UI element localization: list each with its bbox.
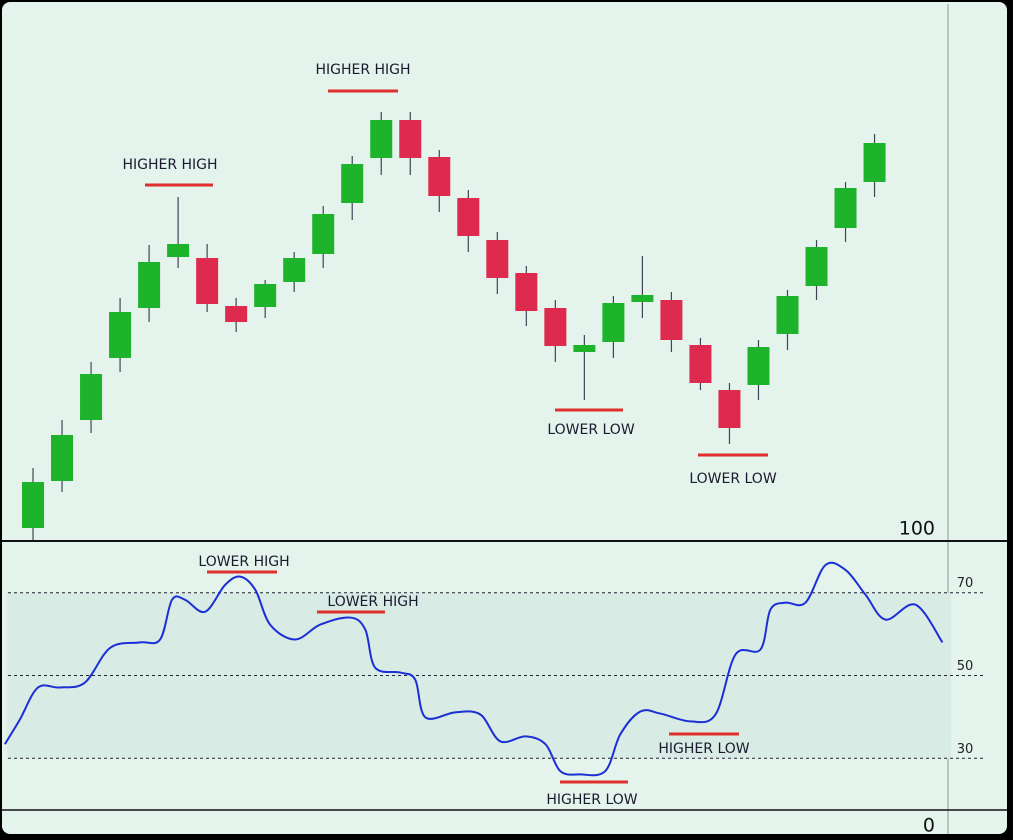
candle-body	[747, 347, 770, 385]
annotation: HIGHER HIGH	[315, 62, 410, 78]
candle-body	[51, 435, 74, 481]
candle-body	[80, 374, 103, 420]
rsi-top-label: 100	[899, 518, 935, 540]
candle-body	[22, 482, 45, 528]
candle-body	[689, 345, 712, 383]
candle-body	[167, 244, 190, 257]
candle-body	[225, 306, 248, 322]
annotation: LOWER HIGH	[327, 594, 418, 610]
annotation: LOWER LOW	[689, 471, 777, 487]
candle-body	[312, 214, 335, 254]
candle-body	[254, 284, 277, 307]
candle-body	[776, 296, 799, 334]
candle-body	[457, 198, 480, 236]
y-tick-label: 30	[957, 742, 974, 757]
candle-body	[602, 303, 625, 342]
candle-body	[631, 295, 654, 302]
candle-body	[573, 345, 596, 352]
rsi-bottom-label: 0	[923, 815, 935, 837]
candle-body	[399, 120, 422, 158]
annotation: HIGHER LOW	[546, 792, 637, 808]
annotation: LOWER HIGH	[198, 554, 289, 570]
candle-body	[370, 120, 393, 158]
candle-body	[138, 262, 161, 308]
candle-body	[428, 157, 451, 196]
candle-body	[283, 258, 306, 282]
candle-body	[660, 300, 683, 340]
candle-body	[196, 258, 219, 304]
rsi-line	[4, 561, 944, 777]
annotation: LOWER LOW	[547, 422, 635, 438]
candle-body	[544, 308, 567, 346]
candle-body	[486, 240, 509, 278]
annotation: HIGHER LOW	[658, 741, 749, 757]
candle-body	[515, 273, 538, 311]
y-tick-label: 70	[957, 576, 974, 591]
candle-body	[863, 143, 886, 182]
annotation: HIGHER HIGH	[122, 157, 217, 173]
candle-body	[341, 164, 364, 203]
candle-body	[109, 312, 132, 358]
candle-body	[834, 188, 857, 228]
y-tick-label: 50	[957, 659, 974, 674]
candle-body	[805, 247, 828, 286]
candle-body	[718, 390, 741, 428]
